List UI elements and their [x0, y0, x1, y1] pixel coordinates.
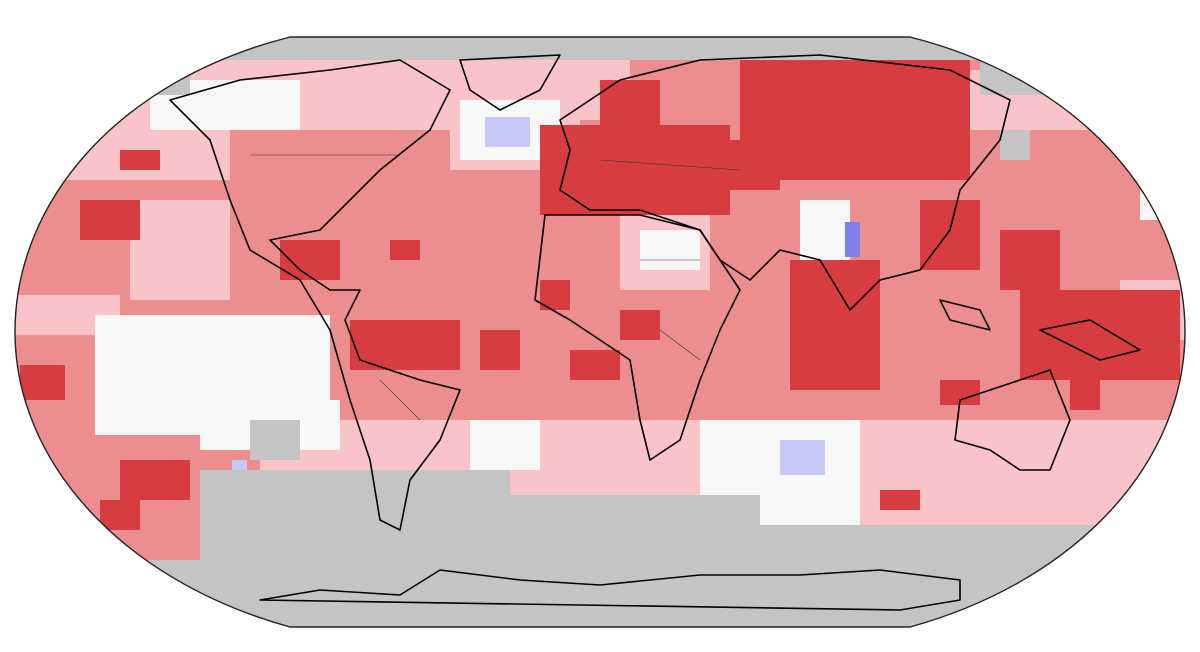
- coastlines: [169, 54, 1141, 611]
- dark-cells: [20, 60, 1180, 530]
- map-outline: [14, 36, 1186, 628]
- cool-cell: [845, 222, 860, 257]
- cool-cells: [232, 117, 825, 560]
